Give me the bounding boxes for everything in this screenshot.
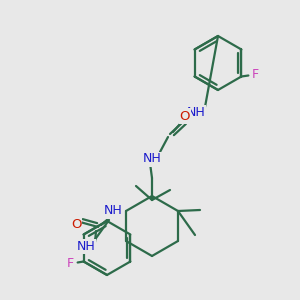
Text: NH: NH [142,152,161,166]
Text: F: F [67,257,74,270]
Text: F: F [252,68,259,81]
Text: O: O [180,110,190,122]
Text: NH: NH [103,205,122,218]
Text: NH: NH [187,106,206,118]
Text: NH: NH [76,239,95,253]
Text: O: O [71,218,81,232]
